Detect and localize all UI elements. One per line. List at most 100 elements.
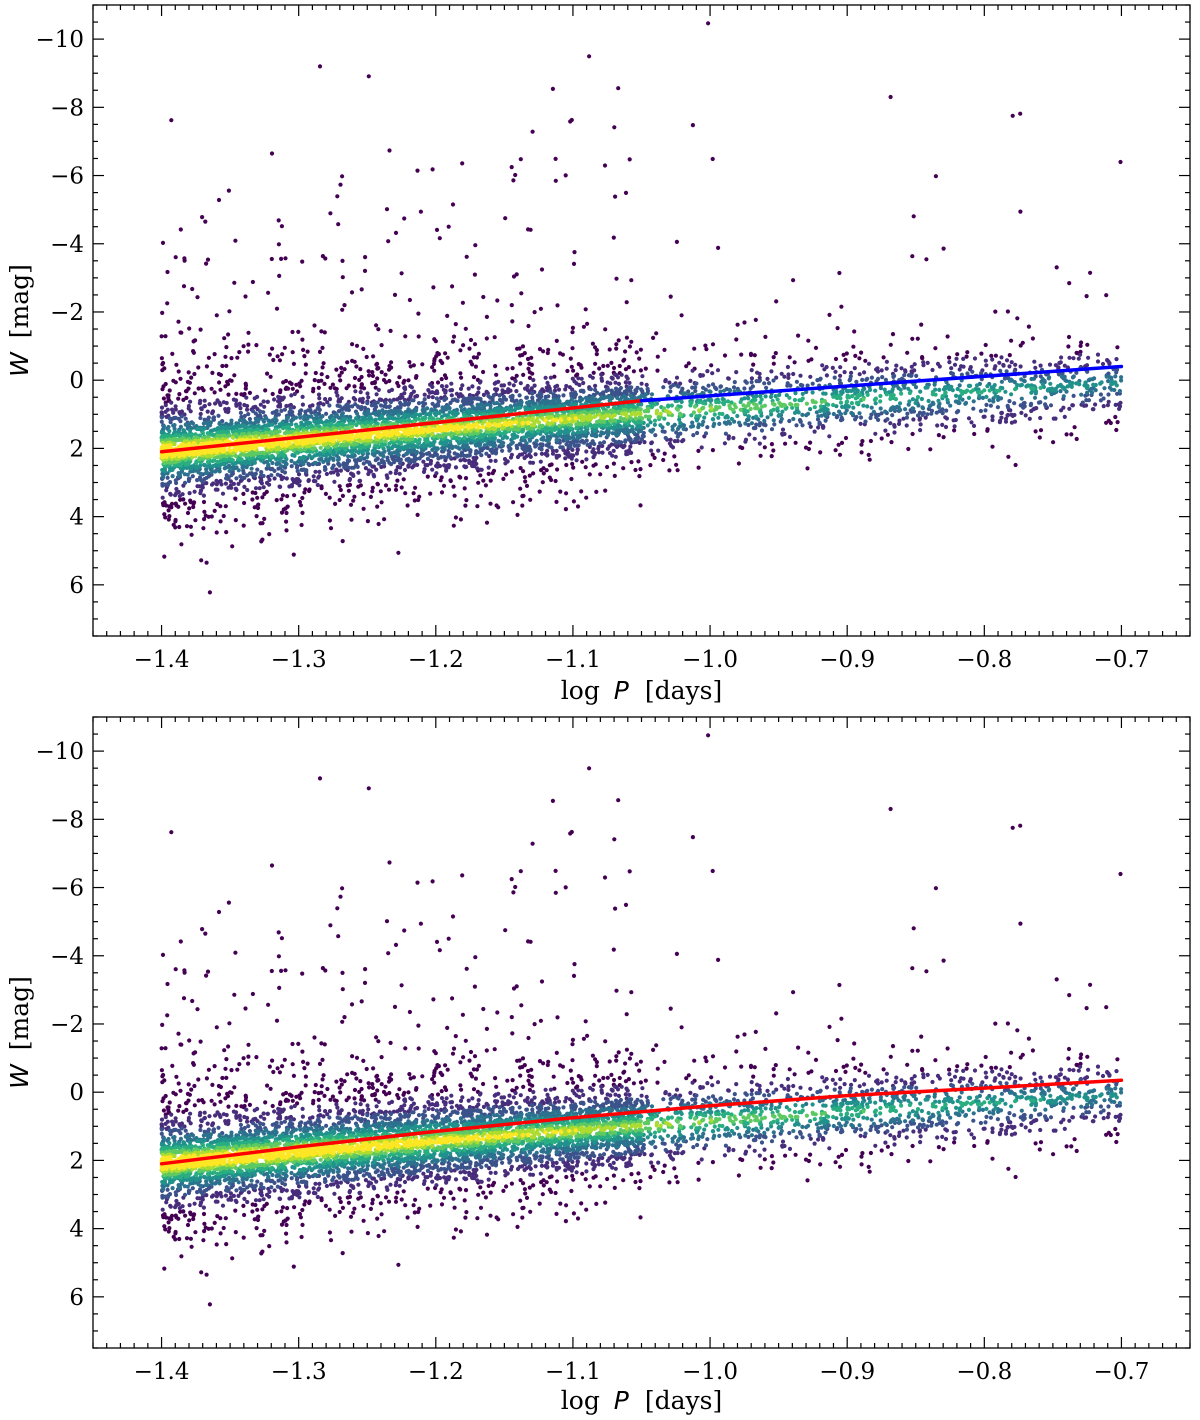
scatter-point (558, 445, 563, 450)
scatter-point (966, 416, 972, 421)
scatter-point (411, 491, 416, 496)
scatter-point (167, 514, 172, 519)
scatter-point (743, 421, 748, 426)
scatter-point (269, 473, 274, 478)
scatter-point (448, 388, 453, 393)
scatter-point (182, 480, 188, 485)
scatter-point (774, 299, 779, 304)
scatter-point (430, 384, 435, 389)
scatter-point (666, 404, 671, 409)
scatter-point (918, 422, 923, 427)
scatter-point (925, 412, 930, 417)
scatter-point (176, 396, 181, 401)
scatter-point (421, 404, 426, 409)
scatter-point (375, 376, 380, 381)
scatter-point (338, 182, 343, 187)
scatter-point (261, 399, 266, 404)
scatter-point (596, 450, 602, 455)
scatter-point (975, 390, 981, 395)
scatter-point (553, 478, 558, 484)
scatter-point (520, 503, 525, 508)
scatter-point (406, 397, 411, 402)
scatter-point (399, 410, 404, 416)
scatter-point (471, 455, 476, 461)
scatter-point (452, 493, 457, 498)
scatter-point (944, 408, 949, 413)
scatter-point (250, 279, 255, 285)
scatter-point (160, 387, 165, 392)
scatter-point (871, 409, 877, 414)
scatter-point (173, 407, 178, 412)
scatter-point (691, 433, 696, 438)
scatter-point (323, 256, 328, 261)
scatter-point (370, 489, 375, 494)
scatter-point (841, 352, 846, 357)
scatter-point (198, 415, 203, 421)
scatter-point (169, 118, 174, 123)
scatter-point (572, 250, 577, 255)
scatter-point (500, 448, 505, 453)
scatter-point (366, 369, 371, 374)
scatter-point (335, 194, 340, 199)
scatter-point (463, 476, 469, 481)
scatter-point (196, 386, 201, 391)
scatter-point (833, 356, 839, 362)
scatter-point (198, 411, 203, 417)
scatter-point (930, 392, 935, 397)
scatter-point (570, 461, 575, 466)
scatter-point (587, 54, 592, 59)
scatter-point (323, 491, 328, 496)
scatter-point (580, 459, 585, 464)
scatter-point (560, 352, 566, 357)
scatter-point (387, 389, 392, 394)
scatter-point (169, 400, 174, 405)
scatter-point (611, 461, 617, 466)
scatter-point (280, 493, 285, 498)
scatter-point (581, 324, 587, 329)
scatter-point (496, 438, 501, 443)
scatter-point (434, 227, 440, 232)
scatter-point (627, 380, 632, 385)
scatter-point (638, 503, 643, 508)
scatter-point (374, 392, 379, 397)
scatter-point (787, 395, 792, 400)
scatter-point (214, 478, 219, 483)
scatter-point (440, 360, 445, 366)
scatter-point (835, 414, 840, 419)
scatter-point (746, 396, 751, 401)
scatter-point (170, 407, 175, 412)
scatter-point (1056, 384, 1061, 389)
scatter-point (394, 468, 399, 473)
scatter-point (1114, 370, 1119, 375)
scatter-point (653, 433, 658, 438)
scatter-point (616, 422, 621, 427)
scatter-point (198, 327, 203, 332)
scatter-point (699, 445, 704, 450)
scatter-point (363, 466, 368, 471)
scatter-point (430, 395, 435, 400)
scatter-point (262, 404, 267, 409)
scatter-point (592, 423, 597, 428)
scatter-point (716, 245, 721, 250)
scatter-point (279, 224, 284, 229)
scatter-point (594, 348, 600, 353)
scatter-point (466, 458, 472, 463)
scatter-point (914, 373, 919, 378)
scatter-point (530, 391, 535, 396)
scatter-point (160, 240, 166, 245)
scatter-point (792, 360, 797, 365)
scatter-point (629, 339, 634, 344)
scatter-point (528, 460, 533, 465)
scatter-point (227, 468, 232, 474)
scatter-point (472, 342, 478, 347)
scatter-point (283, 256, 288, 261)
scatter-point (387, 404, 392, 409)
scatter-point (805, 383, 810, 388)
scatter-point (346, 488, 351, 493)
scatter-point (373, 385, 378, 390)
scatter-point (1026, 324, 1031, 329)
scatter-point (327, 397, 333, 402)
scatter-point (1078, 352, 1083, 357)
scatter-point (856, 400, 861, 405)
scatter-point (613, 454, 618, 459)
